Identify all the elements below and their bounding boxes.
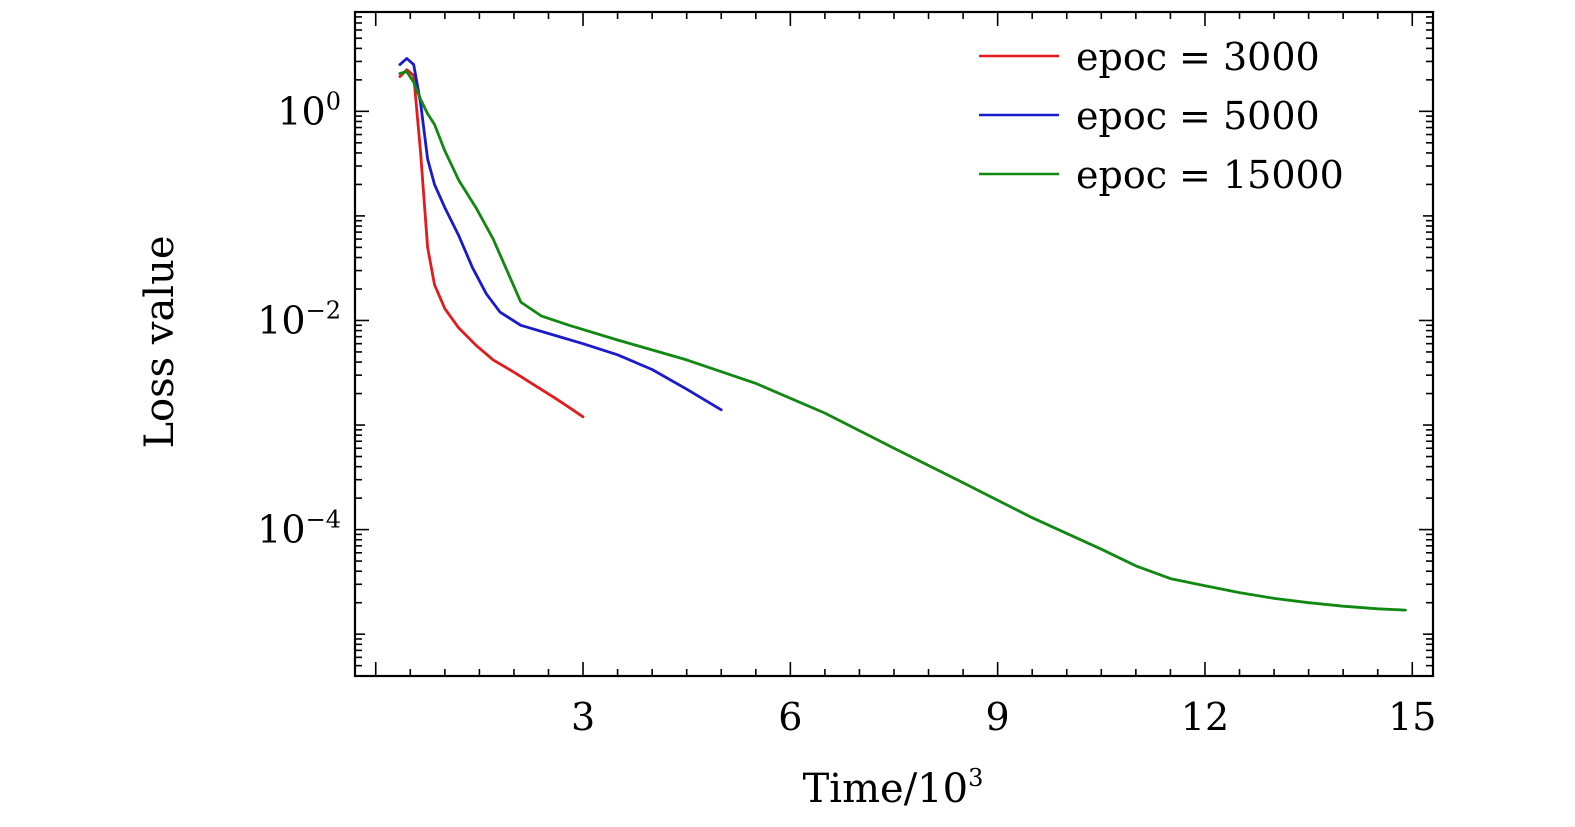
legend-label: epoc = 5000 — [1076, 94, 1320, 138]
y-tick-label: 100 — [277, 87, 341, 133]
x-axis-title: Time/103 — [803, 764, 984, 812]
x-tick-label: 6 — [778, 695, 802, 739]
legend-label: epoc = 15000 — [1076, 153, 1344, 197]
tick-marks — [355, 12, 1433, 677]
y-tick-label: 10−4 — [257, 506, 341, 552]
series-line-3 — [398, 70, 1407, 612]
x-tick-labels: 3 6 9 12 15 — [571, 695, 1437, 739]
x-tick-label: 15 — [1388, 695, 1436, 739]
x-tick-label: 9 — [986, 695, 1010, 739]
series-lines — [398, 57, 1407, 612]
legend: epoc = 3000 epoc = 5000 epoc = 15000 — [979, 35, 1344, 197]
x-tick-label: 3 — [571, 695, 595, 739]
y-axis-title: Loss value — [137, 235, 183, 448]
y-tick-labels: 100 10−2 10−4 — [257, 87, 341, 551]
series-line-1 — [398, 68, 585, 419]
y-tick-label: 10−2 — [257, 296, 341, 342]
legend-label: epoc = 3000 — [1076, 35, 1320, 79]
x-tick-label: 12 — [1181, 695, 1229, 739]
